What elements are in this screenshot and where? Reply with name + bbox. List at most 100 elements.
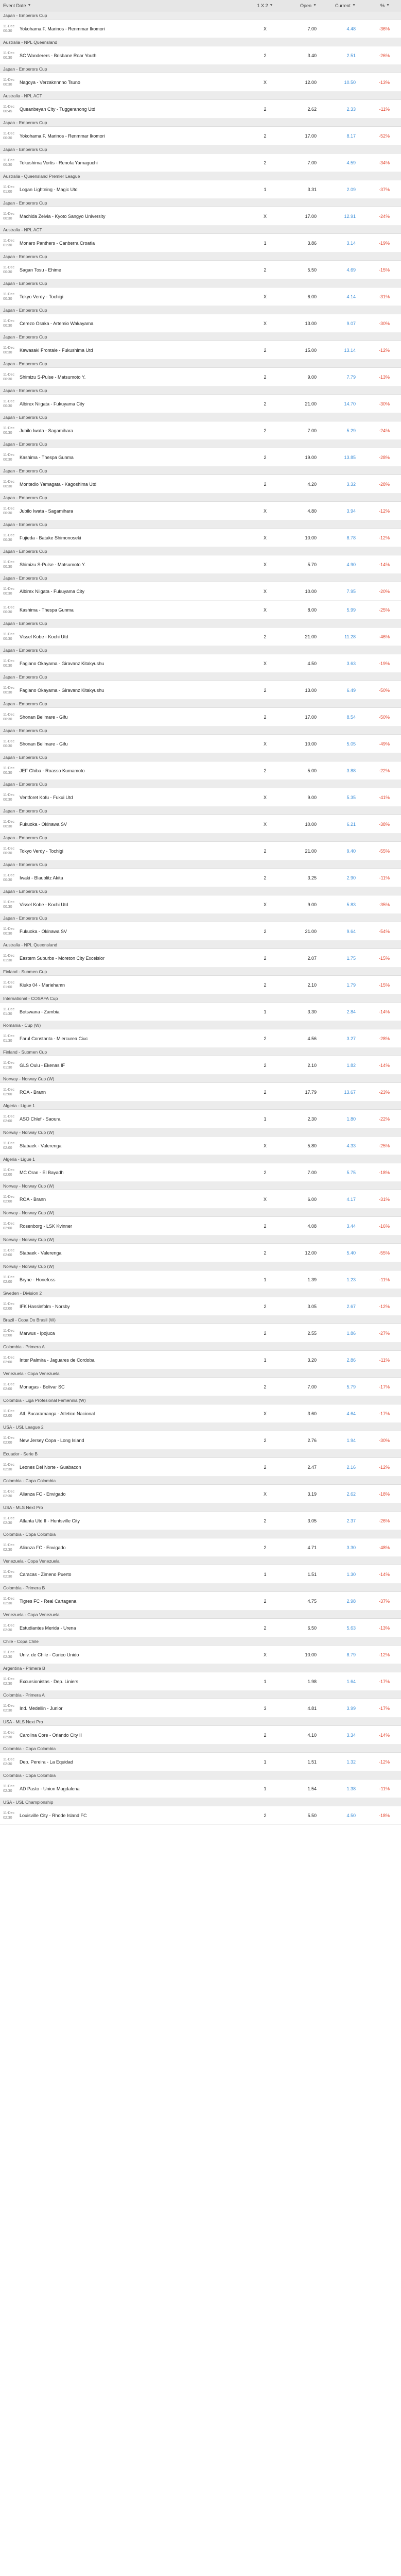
match-row[interactable]: 11-Dec 00:30 Tokyo Verdy - Tochigi X 6.00 4.1… xyxy=(0,287,401,306)
match-teams[interactable]: Ventforet Kofu - Fukui Utd xyxy=(20,794,73,800)
current-odds[interactable]: 7.79 xyxy=(346,374,356,380)
match-row[interactable]: 11-Dec 02:30 AD Pasto - Union Magdalena 1 1.… xyxy=(0,1780,401,1798)
current-odds[interactable]: 9.64 xyxy=(346,928,356,934)
match-row[interactable]: 11-Dec 00:30 Jubilo Iwata - Sagamihara 2 7.0… xyxy=(0,421,401,440)
competition-header[interactable]: Japan - Emperors Cup xyxy=(0,860,401,869)
competition-header[interactable]: Chile - Copa Chile xyxy=(0,1637,401,1646)
match-row[interactable]: 11-Dec 00:30 Iwaki - Blaublitz Akita 2 3.25 2… xyxy=(0,869,401,887)
current-odds[interactable]: 13.85 xyxy=(344,454,356,460)
match-row[interactable]: 11-Dec 00:30 Shimizu S-Pulse - Matsumoto Y… xyxy=(0,368,401,386)
current-odds[interactable]: 3.99 xyxy=(346,1705,356,1711)
match-row[interactable]: 11-Dec 02:00 New Jersey Copa - Long Island… xyxy=(0,1431,401,1450)
current-odds[interactable]: 1.82 xyxy=(346,1062,356,1068)
current-odds[interactable]: 2.62 xyxy=(346,1491,356,1497)
competition-header[interactable]: Brazil - Copa Do Brasil (W) xyxy=(0,1316,401,1324)
match-teams[interactable]: Inter Palmira - Jaguares de Cordoba xyxy=(20,1357,95,1363)
match-teams[interactable]: Carolina Core - Orlando City II xyxy=(20,1732,82,1738)
current-odds[interactable]: 14.70 xyxy=(344,401,356,406)
match-teams[interactable]: Shonan Bellmare - Gifu xyxy=(20,741,68,747)
current-odds[interactable]: 5.05 xyxy=(346,741,356,747)
match-teams[interactable]: Ind. Medellin - Junior xyxy=(20,1705,63,1711)
match-teams[interactable]: Kiuko 04 - Mariehamn xyxy=(20,982,65,988)
match-teams[interactable]: IFK Hasslefolm - Norsby xyxy=(20,1303,70,1309)
current-odds[interactable]: 3.94 xyxy=(346,508,356,514)
competition-header[interactable]: Norway - Norway Cup (W) xyxy=(0,1209,401,1217)
match-row[interactable]: 11-Dec 01:30 Monaro Panthers - Canberra Cr… xyxy=(0,234,401,252)
competition-header[interactable]: Japan - Emperors Cup xyxy=(0,440,401,448)
match-teams[interactable]: Shonan Bellmare - Gifu xyxy=(20,714,68,720)
competition-header[interactable]: Colombia - Copa Colombia xyxy=(0,1744,401,1753)
match-row[interactable]: 11-Dec 00:30 Vissel Kobe - Kochi Utd X 9.00 5… xyxy=(0,895,401,914)
competition-header[interactable]: Japan - Emperors Cup xyxy=(0,333,401,341)
match-teams[interactable]: Monaro Panthers - Canberra Croatia xyxy=(20,240,95,246)
match-row[interactable]: 11-Dec 00:30 Ventforet Kofu - Fukui Utd X 9.… xyxy=(0,788,401,807)
competition-header[interactable]: Japan - Emperors Cup xyxy=(0,145,401,154)
current-odds[interactable]: 3.27 xyxy=(346,1036,356,1041)
competition-header[interactable]: Japan - Emperors Cup xyxy=(0,65,401,73)
match-teams[interactable]: ROA - Brann xyxy=(20,1196,46,1202)
match-teams[interactable]: Eastern Suburbs - Moreton City Excelsior xyxy=(20,955,105,961)
match-row[interactable]: 11-Dec 00:30 Fujieda - Batake Shimonoseki X… xyxy=(0,529,401,547)
competition-header[interactable]: Colombia - Copa Colombia xyxy=(0,1530,401,1538)
current-odds[interactable]: 4.50 xyxy=(346,1812,356,1818)
match-row[interactable]: 11-Dec 02:00 Marwus - Ipojuca 2 2.55 1.86 -27% xyxy=(0,1324,401,1343)
match-row[interactable]: 11-Dec 02:00 Stabaek - Valerenga 2 12.00 5.40… xyxy=(0,1244,401,1262)
current-odds[interactable]: 5.79 xyxy=(346,1384,356,1389)
match-row[interactable]: 11-Dec 02:30 Alianza FC - Envigado 2 4.71 3.3… xyxy=(0,1538,401,1557)
competition-header[interactable]: Colombia - Primera A xyxy=(0,1691,401,1699)
match-teams[interactable]: JEF Chiba - Roasso Kumamoto xyxy=(20,768,85,773)
competition-header[interactable]: Colombia - Primera A xyxy=(0,1343,401,1351)
open-column-header[interactable]: Open ▼ xyxy=(286,3,317,8)
competition-header[interactable]: Colombia - Primera B xyxy=(0,1584,401,1592)
current-odds[interactable]: 2.84 xyxy=(346,1009,356,1014)
match-teams[interactable]: Logan Lightning - Magic Utd xyxy=(20,187,78,192)
match-teams[interactable]: Kashima - Thespa Gunma xyxy=(20,454,74,460)
match-row[interactable]: 11-Dec 00:30 Fagiano Okayama - Giravanz Ki… xyxy=(0,681,401,700)
current-odds[interactable]: 1.86 xyxy=(346,1330,356,1336)
competition-header[interactable]: Japan - Emperors Cup xyxy=(0,700,401,708)
match-teams[interactable]: Caracas - Zimeno Puerto xyxy=(20,1571,72,1577)
match-row[interactable]: 11-Dec 00:30 Tokushima Vortis - Renofa Yam… xyxy=(0,154,401,172)
current-odds[interactable]: 3.14 xyxy=(346,240,356,246)
match-row[interactable]: 11-Dec 00:30 Shonan Bellmare - Gifu X 10.00 5… xyxy=(0,735,401,753)
current-odds[interactable]: 2.51 xyxy=(346,53,356,58)
competition-header[interactable]: USA - USL Championship xyxy=(0,1798,401,1806)
match-teams[interactable]: Queanbeyan City - Tuggeranong Utd xyxy=(20,106,96,112)
match-row[interactable]: 11-Dec 00:30 Albirex Niigata - Fukuyama Ci… xyxy=(0,395,401,413)
competition-header[interactable]: Argentina - Primera B xyxy=(0,1664,401,1672)
competition-header[interactable]: USA - MLS Next Pro xyxy=(0,1718,401,1726)
current-odds[interactable]: 5.40 xyxy=(346,1250,356,1256)
match-row[interactable]: 11-Dec 00:30 Yokohama F. Marinos - Renmmar… xyxy=(0,20,401,38)
current-odds[interactable]: 9.07 xyxy=(346,320,356,326)
current-odds[interactable]: 6.21 xyxy=(346,821,356,827)
current-odds[interactable]: 3.88 xyxy=(346,768,356,773)
current-odds[interactable]: 4.14 xyxy=(346,294,356,299)
match-row[interactable]: 11-Dec 01:00 Logan Lightning - Magic Utd 1 3… xyxy=(0,180,401,199)
match-row[interactable]: 11-Dec 00:30 Vissel Kobe - Kochi Utd 2 21.00… xyxy=(0,628,401,646)
match-teams[interactable]: Tokyo Verdy - Tochigi xyxy=(20,294,63,299)
match-teams[interactable]: GLS Oulu - Ekenas IF xyxy=(20,1062,65,1068)
match-teams[interactable]: Alianza FC - Envigado xyxy=(20,1491,66,1497)
match-teams[interactable]: Montedio Yamagata - Kagoshima Utd xyxy=(20,481,97,487)
match-teams[interactable]: Bryne - Honefoss xyxy=(20,1277,56,1282)
competition-header[interactable]: Japan - Emperors Cup xyxy=(0,807,401,815)
match-teams[interactable]: Jubilo Iwata - Sagamihara xyxy=(20,508,74,514)
current-odds[interactable]: 5.63 xyxy=(346,1625,356,1631)
current-odds[interactable]: 1.79 xyxy=(346,982,356,988)
match-teams[interactable]: Tokushima Vortis - Renofa Yamaguchi xyxy=(20,160,98,165)
match-teams[interactable]: Fujieda - Batake Shimonoseki xyxy=(20,535,81,540)
competition-header[interactable]: Japan - Emperors Cup xyxy=(0,11,401,20)
match-row[interactable]: 11-Dec 01:30 GLS Oulu - Ekenas IF 2 2.10 1.82… xyxy=(0,1056,401,1075)
competition-header[interactable]: Japan - Emperors Cup xyxy=(0,547,401,555)
match-row[interactable]: 11-Dec 00:30 Kashima - Thespa Gunma 2 19.00 1… xyxy=(0,448,401,467)
match-teams[interactable]: Monagas - Bolivar SC xyxy=(20,1384,65,1389)
competition-header[interactable]: Japan - Emperors Cup xyxy=(0,118,401,127)
current-odds[interactable]: 1.32 xyxy=(346,1759,356,1765)
competition-header[interactable]: Japan - Emperors Cup xyxy=(0,619,401,628)
match-teams[interactable]: Tigres FC - Real Cartagena xyxy=(20,1598,77,1604)
match-teams[interactable]: Albirex Niigata - Fukuyama City xyxy=(20,401,85,406)
current-odds[interactable]: 1.80 xyxy=(346,1116,356,1122)
match-teams[interactable]: AD Pasto - Union Magdalena xyxy=(20,1786,80,1791)
current-odds[interactable]: 4.48 xyxy=(346,26,356,31)
competition-header[interactable]: Japan - Emperors Cup xyxy=(0,494,401,502)
